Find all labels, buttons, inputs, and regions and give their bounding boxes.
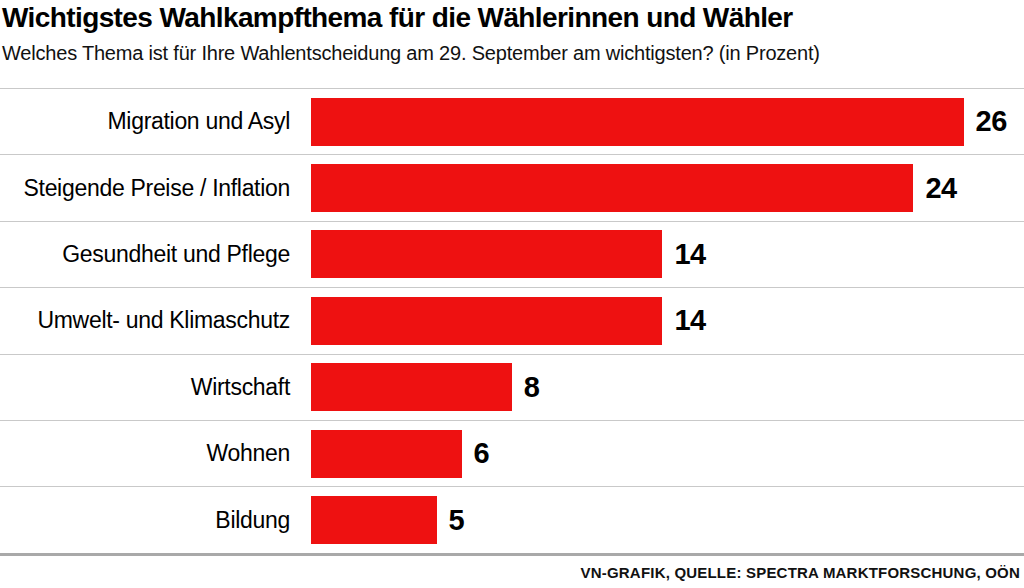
bar-area: 8 [311,355,1024,420]
bar-area: 14 [311,288,1024,353]
value-label: 14 [674,238,705,271]
value-label: 26 [976,105,1007,138]
chart-row: Bildung 5 [0,486,1024,552]
value-label: 6 [474,437,490,470]
chart-row: Steigende Preise / Inflation 24 [0,154,1024,220]
infographic: Wichtigstes Wahlkampfthema für die Wähle… [0,0,1024,588]
chart-row: Wirtschaft 8 [0,354,1024,420]
bar [311,297,662,345]
bar [311,230,662,278]
category-label: Wirtschaft [0,374,311,401]
bar-area: 24 [311,155,1024,220]
value-label: 14 [674,304,705,337]
bar-area: 5 [311,487,1024,552]
bar [311,430,462,478]
chart-subtitle: Welches Thema ist für Ihre Wahlentscheid… [2,41,1022,65]
bar [311,98,964,146]
bar [311,363,512,411]
category-label: Wohnen [0,440,311,467]
category-label: Steigende Preise / Inflation [0,175,311,202]
chart-row: Migration und Asyl 26 [0,88,1024,154]
category-label: Umwelt- und Klimaschutz [0,307,311,334]
chart-row: Gesundheit und Pflege 14 [0,221,1024,287]
bar [311,164,913,212]
bar-area: 14 [311,222,1024,287]
bar-chart: Migration und Asyl 26 Steigende Preise /… [0,88,1024,556]
category-label: Migration und Asyl [0,108,311,135]
chart-row: Wohnen 6 [0,420,1024,486]
category-label: Gesundheit und Pflege [0,241,311,268]
category-label: Bildung [0,507,311,534]
value-label: 5 [449,504,465,537]
chart-title: Wichtigstes Wahlkampfthema für die Wähle… [2,2,1022,34]
value-label: 24 [925,172,956,205]
bar-area: 6 [311,421,1024,486]
source-credit: VN-GRAFIK, QUELLE: SPECTRA MARKTFORSCHUN… [0,556,1024,588]
chart-row: Umwelt- und Klimaschutz 14 [0,287,1024,353]
bar-area: 26 [311,89,1024,154]
bar [311,496,437,544]
value-label: 8 [524,371,540,404]
chart-header: Wichtigstes Wahlkampfthema für die Wähle… [0,0,1024,88]
